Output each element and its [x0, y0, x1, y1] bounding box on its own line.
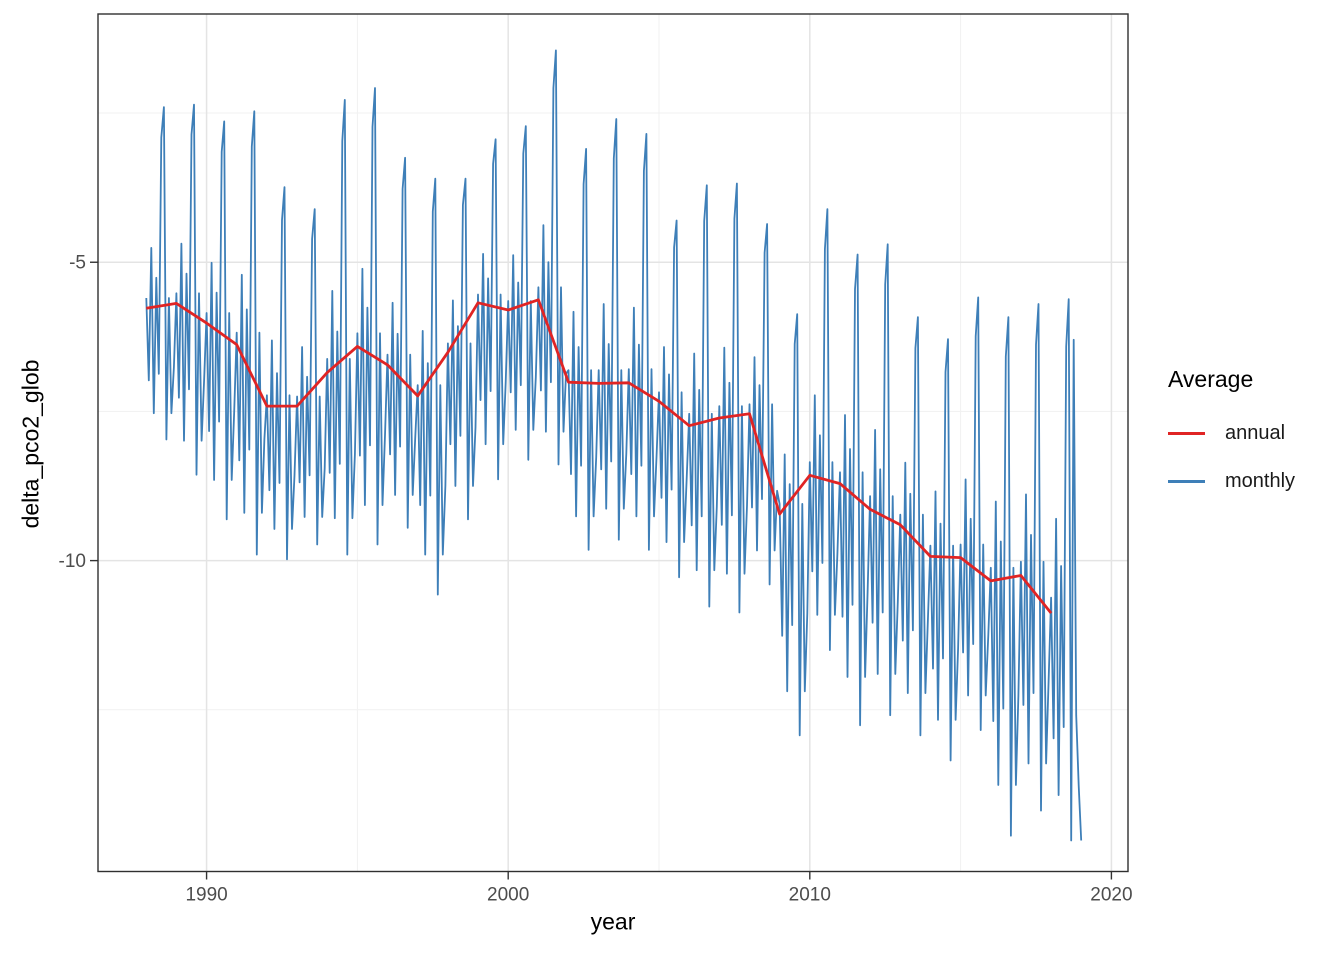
y-tick-label: -10 — [59, 551, 86, 572]
panel-border — [97, 13, 1129, 873]
y-axis-title: delta_pco2_glob — [17, 359, 44, 529]
axis-tick-labels: 1990 2000 2010 2020 -5 -10 — [59, 253, 1133, 906]
grid-major — [98, 14, 1128, 872]
x-tick-label: 2020 — [1090, 885, 1132, 906]
legend: Average annual monthly — [1168, 366, 1295, 505]
monthly-line — [145, 49, 1083, 842]
monthly-line-swatch — [1168, 479, 1205, 483]
axis-ticks — [90, 261, 1113, 880]
x-tick-label: 2010 — [789, 885, 831, 906]
x-axis-title: year — [590, 908, 636, 935]
legend-item-label: annual — [1225, 421, 1286, 444]
x-tick-label: 1990 — [185, 885, 227, 906]
legend-item-annual: annual — [1168, 409, 1295, 457]
legend-item-label: monthly — [1225, 469, 1296, 492]
x-tick-label: 2000 — [487, 885, 529, 906]
annual-line-swatch — [1168, 431, 1205, 435]
annual-line — [146, 298, 1053, 614]
legend-title: Average — [1168, 366, 1254, 392]
legend-item-monthly: monthly — [1168, 457, 1295, 505]
grid-minor — [98, 14, 1128, 872]
y-tick-label: -5 — [69, 253, 86, 274]
